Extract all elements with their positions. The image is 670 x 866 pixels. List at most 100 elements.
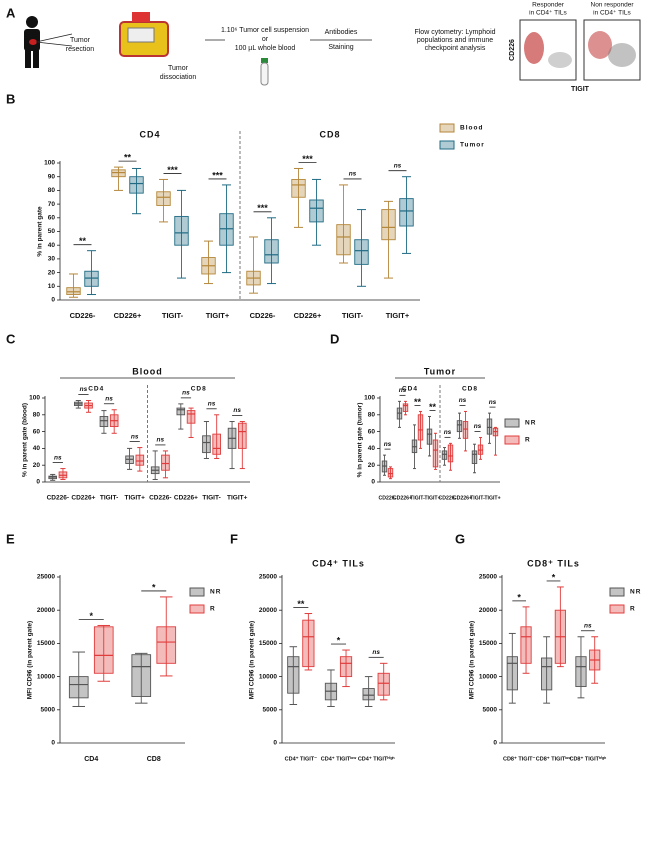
box	[462, 421, 469, 439]
legend-swatch	[189, 604, 205, 614]
legend-swatch	[504, 418, 520, 428]
significance: ns	[131, 433, 139, 440]
box	[354, 239, 369, 265]
y-tick-label: 10000	[479, 673, 497, 680]
box	[176, 407, 186, 416]
legend-swatch	[609, 587, 625, 597]
y-tick-label: 20000	[259, 607, 277, 614]
x-tick-label: TIGIT+	[206, 311, 230, 320]
significance: ns	[489, 399, 497, 406]
significance: ***	[212, 170, 223, 180]
step-label: or	[262, 36, 269, 43]
box	[426, 428, 433, 445]
x-tick-label: CD226+	[114, 311, 142, 320]
y-axis-label: % in parent gate	[37, 206, 44, 257]
box	[336, 224, 351, 256]
plot-caption: Non responder	[591, 2, 635, 9]
y-axis-label: % in parent gate (tumor)	[357, 403, 364, 478]
panel-label: C	[6, 331, 16, 346]
dissociator-icon	[119, 12, 169, 57]
significance: ns	[157, 437, 165, 444]
box	[264, 239, 279, 264]
y-tick-label: 0	[493, 740, 497, 747]
legend-swatch	[609, 604, 625, 614]
box	[287, 656, 300, 694]
box	[399, 198, 414, 227]
significance: ns	[233, 407, 241, 414]
significance: ns	[372, 649, 380, 656]
y-tick-label: 90	[48, 173, 56, 180]
y-tick-label: 15000	[259, 640, 277, 647]
x-tick-label: CD4⁺ TIGIT⁻	[285, 755, 317, 762]
step-label: Antibodies	[325, 29, 358, 36]
y-tick-label: 100	[44, 160, 55, 167]
box	[131, 654, 152, 697]
x-tick-label: TIGIT+	[124, 495, 145, 502]
significance: *	[552, 572, 556, 582]
box	[84, 270, 99, 287]
box	[291, 178, 306, 198]
box	[99, 416, 109, 428]
x-tick-label: CD226+	[71, 495, 95, 502]
x-tick-label: CD8⁺ TIGIT⁻	[503, 755, 535, 762]
significance: *	[152, 582, 156, 592]
x-tick-label: TIGIT-	[100, 495, 118, 502]
x-tick-label: CD226-	[439, 495, 457, 501]
y-tick-label: 80	[368, 412, 376, 419]
tube-icon	[260, 58, 269, 86]
box	[541, 657, 553, 691]
significance: ns	[80, 386, 88, 393]
step-label: 100 µL whole blood	[235, 45, 296, 52]
person-icon	[24, 16, 73, 68]
x-tick-label: CD4⁺ TIGITˡᵒʷ	[321, 755, 357, 762]
box	[93, 626, 114, 674]
box	[302, 619, 315, 668]
panel-label: A	[6, 5, 16, 20]
y-tick-label: 60	[368, 428, 376, 435]
step-label: resection	[66, 46, 95, 53]
legend-label: R	[525, 437, 531, 444]
box	[575, 656, 587, 688]
chart-title: Blood	[132, 366, 163, 376]
box	[456, 420, 463, 433]
box	[520, 626, 532, 664]
y-tick-label: 0	[36, 479, 40, 486]
chart-title: CD4⁺ TILs	[312, 558, 365, 568]
y-tick-label: 25000	[259, 574, 277, 581]
step-label: populations and immune	[417, 37, 493, 44]
group-label: CD4	[402, 386, 418, 393]
panel-label: D	[330, 331, 339, 346]
legend-swatch	[189, 587, 205, 597]
significance: ns	[399, 387, 407, 394]
legend-label: R	[210, 606, 216, 613]
y-tick-label: 25000	[37, 574, 55, 581]
box	[212, 433, 221, 455]
step-label: Flow cytometry: Lymphoid	[414, 29, 495, 36]
y-tick-label: 0	[371, 479, 375, 486]
panel-label: E	[6, 531, 15, 546]
significance: ns	[444, 429, 452, 436]
y-tick-label: 5000	[483, 707, 498, 714]
significance: ***	[257, 203, 268, 213]
y-tick-label: 20	[48, 269, 56, 276]
significance: *	[89, 611, 93, 621]
significance: **	[79, 236, 87, 246]
significance: ns	[182, 390, 190, 397]
step-label: 1.10⁶ Tumor cell suspension	[221, 27, 309, 34]
legend-label: NR	[630, 589, 641, 596]
significance: *	[517, 592, 521, 602]
plot-caption: Responder	[532, 2, 565, 9]
step-label: Tumor	[70, 37, 91, 44]
significance: ns	[208, 401, 216, 408]
x-tick-label: TIGIT-	[162, 311, 184, 320]
x-tick-label: CD4	[84, 756, 98, 763]
significance: **	[124, 152, 132, 162]
y-tick-label: 40	[48, 242, 56, 249]
x-tick-label: CD226+	[174, 495, 198, 502]
y-axis-label: % in parent gate (blood)	[22, 403, 29, 477]
x-tick-label: TIGIT+	[424, 495, 440, 501]
x-tick-label: TIGIT-	[202, 495, 220, 502]
x-tick-label: CD8⁺ TIGITˡᵒʷ	[536, 755, 572, 762]
box	[238, 422, 247, 449]
